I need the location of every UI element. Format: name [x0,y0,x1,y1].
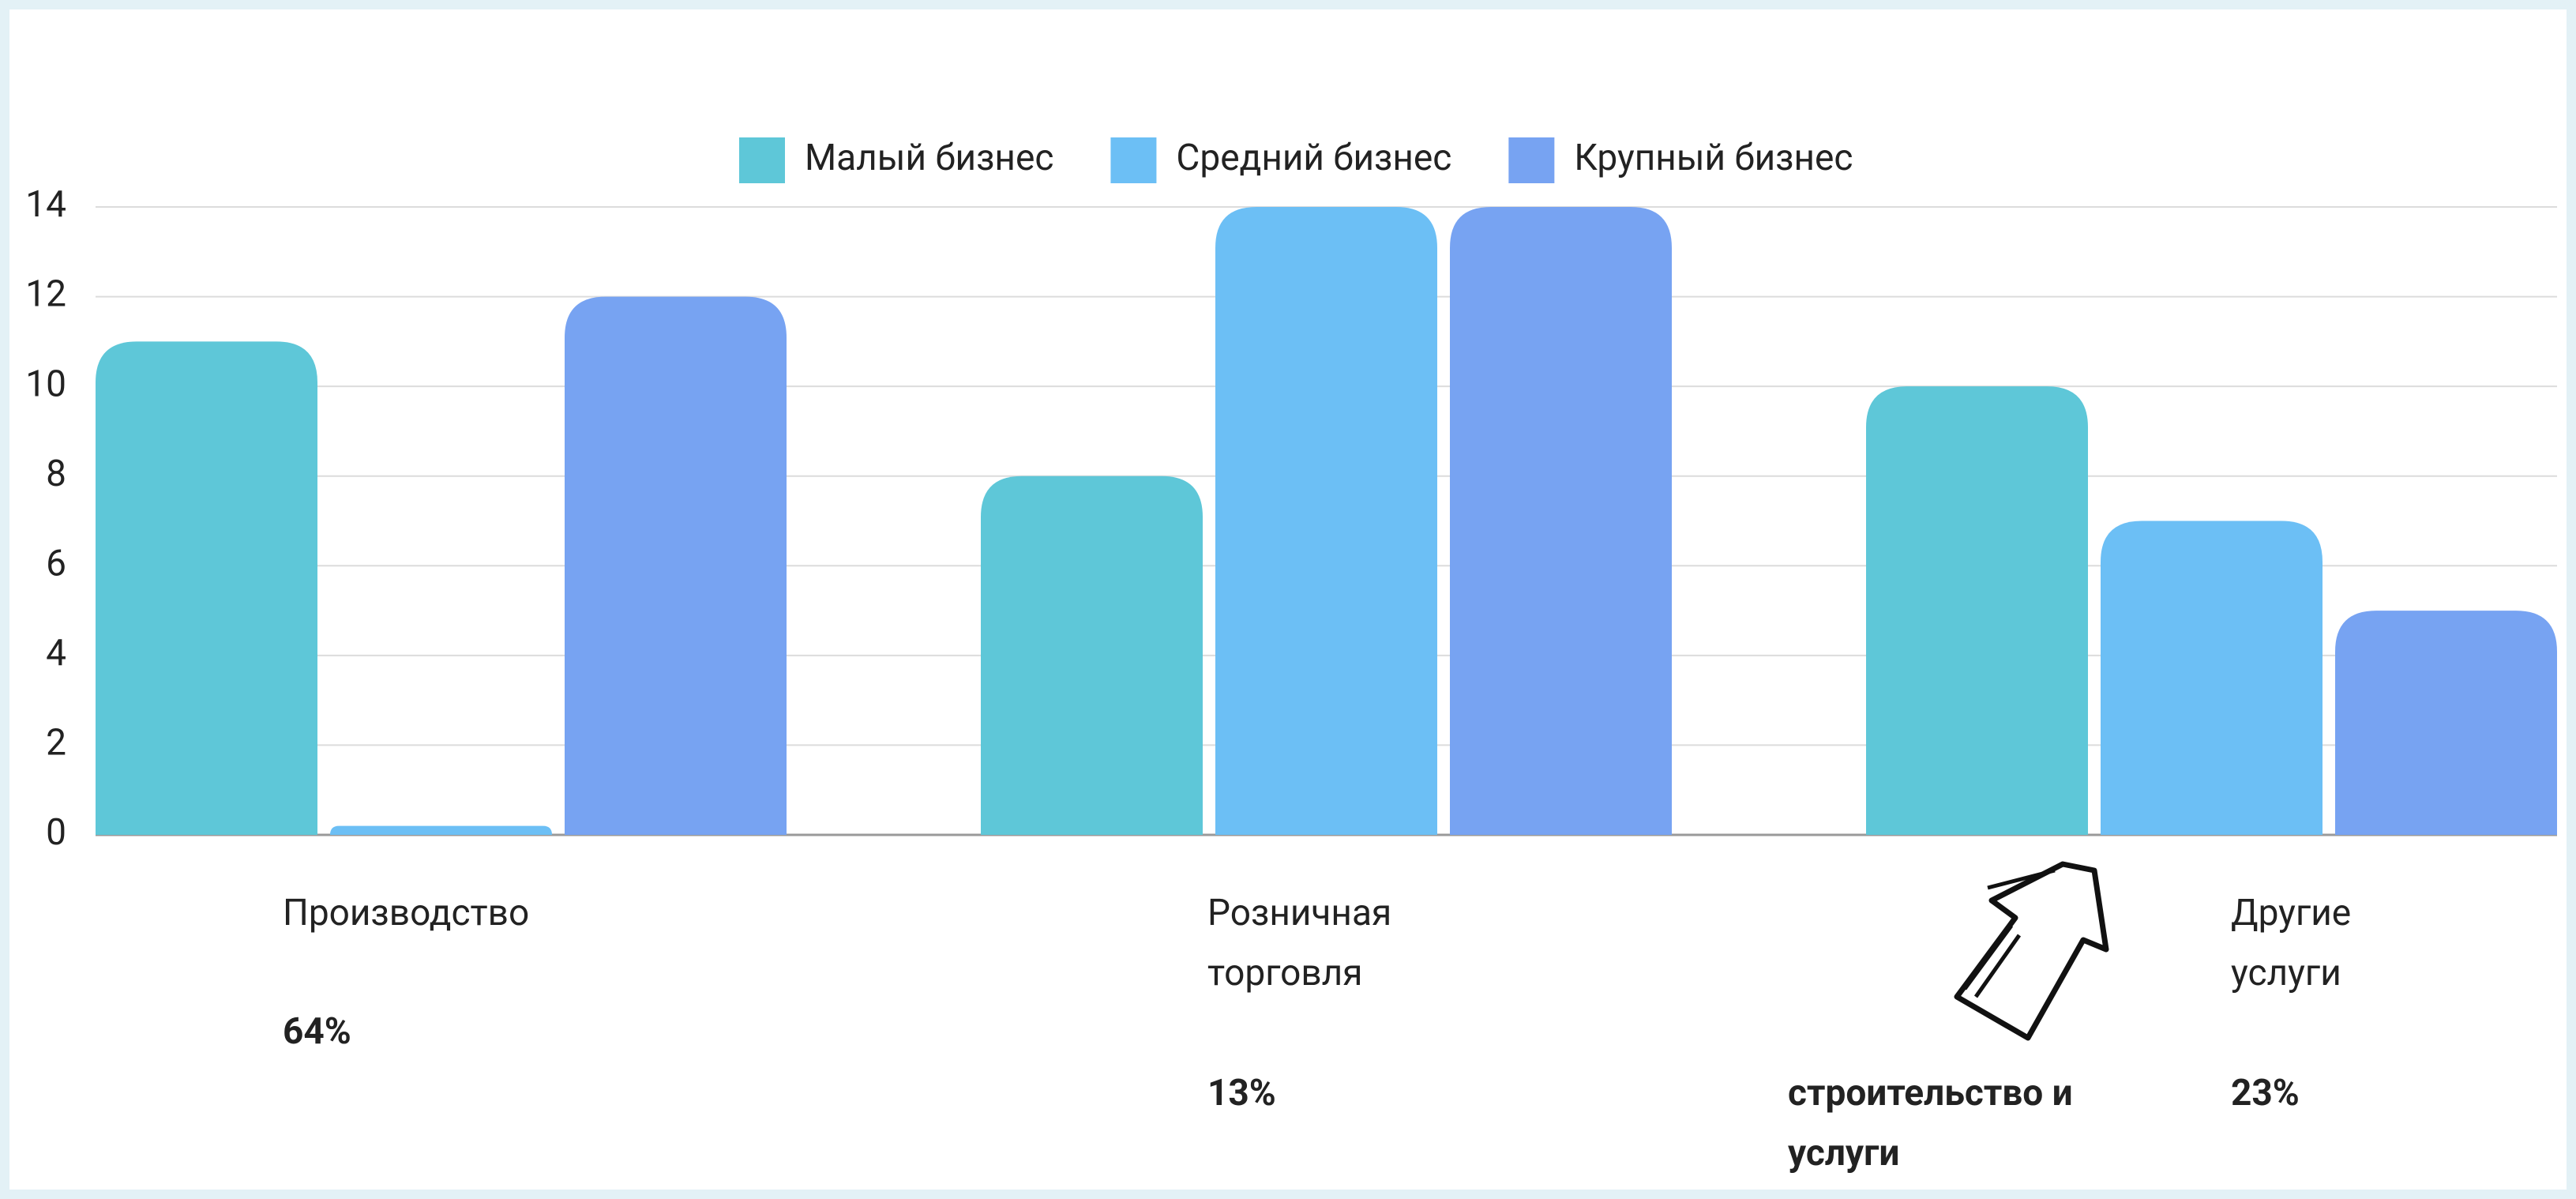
y-tick-label: 0 [46,811,66,854]
legend-label: Крупный бизнес [1574,137,1853,179]
arrow-annotation [1954,861,2109,1041]
annotation: 13% [1207,1072,1276,1114]
bar [1450,207,1672,835]
bar [565,296,787,836]
chart: 0 2 4 6 8 10 12 14 Малый бизнес Средний бизнес Кру… [25,137,2557,1041]
y-tick-label: 12 [25,273,66,316]
y-tick-label: 2 [46,722,66,765]
y-tick-label: 14 [25,183,66,226]
annotation: строительство и услуги [1788,1072,2073,1175]
annotation: 64% [283,1010,351,1053]
legend-swatch [1508,137,1555,183]
bar [1215,207,1437,835]
legend-label: Малый бизнес [805,137,1053,179]
y-tick-label: 8 [46,453,66,495]
legend-swatch [739,137,785,183]
arrow-hatch [1962,868,2056,998]
bar [2335,611,2557,835]
x-tick-label: Другие услуги [2231,892,2352,994]
y-tick-label: 6 [46,542,66,584]
bar [330,825,552,835]
y-tick-label: 10 [25,363,66,405]
bar [2101,521,2323,835]
chart-area: 0 2 4 6 8 10 12 14 Малый бизнес Средний бизнес Кру… [9,9,2567,1190]
legend-swatch [1110,137,1157,183]
x-tick-label: Производство [283,892,530,934]
annotation: 23% [2231,1072,2300,1114]
bar [96,341,317,835]
legend-label: Средний бизнес [1176,137,1451,179]
y-tick-label: 4 [46,632,66,675]
bar [981,475,1203,835]
bar [1866,386,2088,836]
x-tick-label: Розничная торговля [1207,892,1392,994]
